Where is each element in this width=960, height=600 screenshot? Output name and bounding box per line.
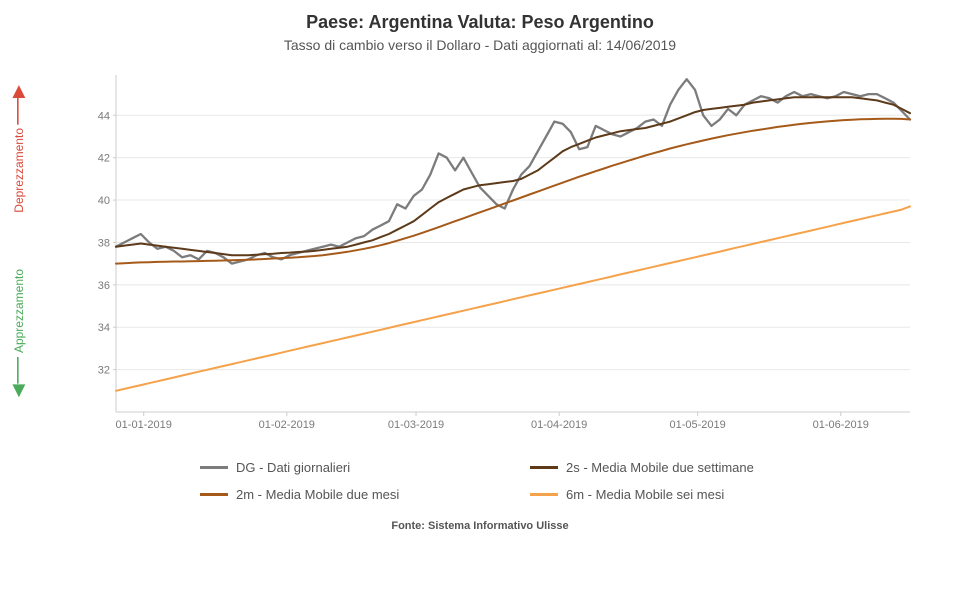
chart-source: Fonte: Sistema Informativo Ulisse xyxy=(0,520,960,532)
chart-svg: 32 34 36 38 40 42 44 01-01-2019 01-02-2019 01-03-… xyxy=(80,70,920,440)
chart-subtitle: Tasso di cambio verso il Dollaro - Dati … xyxy=(0,33,960,53)
svg-text:34: 34 xyxy=(98,322,110,334)
svg-text:42: 42 xyxy=(98,153,110,165)
svg-text:44: 44 xyxy=(98,110,110,122)
legend-label: 6m - Media Mobile sei mesi xyxy=(566,487,724,502)
legend-label: DG - Dati giornalieri xyxy=(236,460,350,475)
legend-item-2s: 2s - Media Mobile due settimane xyxy=(530,460,820,475)
legend-label: 2s - Media Mobile due settimane xyxy=(566,460,754,475)
legend-item-dg: DG - Dati giornalieri xyxy=(200,460,490,475)
svg-text:32: 32 xyxy=(98,365,110,377)
legend-swatch-icon xyxy=(530,493,558,496)
arrow-down-icon: ▼ xyxy=(8,379,30,401)
deprezzamento-label: Deprezzamento xyxy=(12,128,26,213)
chart-legend: DG - Dati giornalieri 2s - Media Mobile d… xyxy=(200,460,820,502)
svg-text:36: 36 xyxy=(98,280,110,292)
svg-text:01-05-2019: 01-05-2019 xyxy=(670,419,726,431)
arrow-up-stem-icon: │ xyxy=(12,100,26,122)
svg-text:38: 38 xyxy=(98,237,110,249)
svg-text:01-02-2019: 01-02-2019 xyxy=(259,419,315,431)
apprezzamento-label: Apprezzamento xyxy=(12,269,26,353)
svg-text:01-01-2019: 01-01-2019 xyxy=(116,419,172,431)
svg-text:40: 40 xyxy=(98,195,110,207)
y-annotation-apprezzamento: Apprezzamento │ ▼ xyxy=(8,269,30,401)
legend-item-6m: 6m - Media Mobile sei mesi xyxy=(530,487,820,502)
svg-text:01-04-2019: 01-04-2019 xyxy=(531,419,587,431)
legend-swatch-icon xyxy=(200,466,228,469)
legend-label: 2m - Media Mobile due mesi xyxy=(236,487,399,502)
legend-item-2m: 2m - Media Mobile due mesi xyxy=(200,487,490,502)
legend-swatch-icon xyxy=(200,493,228,496)
svg-text:01-06-2019: 01-06-2019 xyxy=(813,419,869,431)
chart-plot-area: 32 34 36 38 40 42 44 01-01-2019 01-02-2019 01-03-… xyxy=(80,70,920,440)
svg-text:01-03-2019: 01-03-2019 xyxy=(388,419,444,431)
y-annotation-deprezzamento: ▲ │ Deprezzamento xyxy=(8,80,30,213)
chart-title: Paese: Argentina Valuta: Peso Argentino xyxy=(0,0,960,33)
legend-swatch-icon xyxy=(530,466,558,469)
